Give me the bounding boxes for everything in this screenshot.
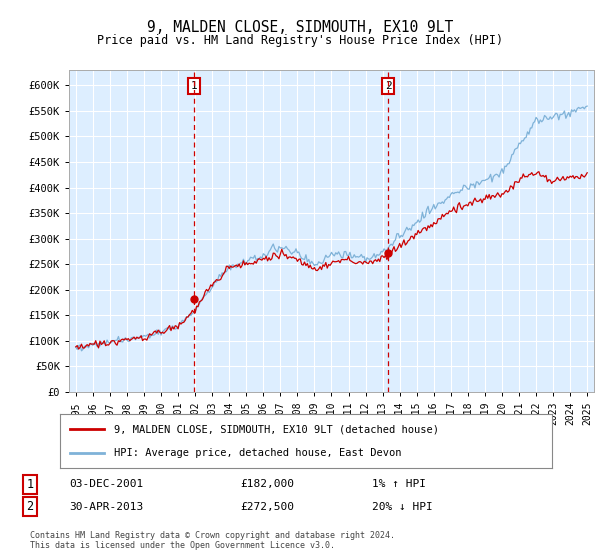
Text: 1% ↑ HPI: 1% ↑ HPI	[372, 479, 426, 489]
Text: £182,000: £182,000	[240, 479, 294, 489]
Text: 20% ↓ HPI: 20% ↓ HPI	[372, 502, 433, 512]
Text: £272,500: £272,500	[240, 502, 294, 512]
Text: 1: 1	[26, 478, 34, 491]
Text: 03-DEC-2001: 03-DEC-2001	[69, 479, 143, 489]
Text: Contains HM Land Registry data © Crown copyright and database right 2024.
This d: Contains HM Land Registry data © Crown c…	[30, 531, 395, 550]
Text: 30-APR-2013: 30-APR-2013	[69, 502, 143, 512]
Text: HPI: Average price, detached house, East Devon: HPI: Average price, detached house, East…	[114, 447, 401, 458]
Text: 9, MALDEN CLOSE, SIDMOUTH, EX10 9LT (detached house): 9, MALDEN CLOSE, SIDMOUTH, EX10 9LT (det…	[114, 424, 439, 435]
Text: 1: 1	[190, 81, 197, 91]
Text: 2: 2	[26, 500, 34, 514]
Text: 2: 2	[385, 81, 392, 91]
Text: 9, MALDEN CLOSE, SIDMOUTH, EX10 9LT: 9, MALDEN CLOSE, SIDMOUTH, EX10 9LT	[147, 20, 453, 35]
Text: Price paid vs. HM Land Registry's House Price Index (HPI): Price paid vs. HM Land Registry's House …	[97, 34, 503, 46]
